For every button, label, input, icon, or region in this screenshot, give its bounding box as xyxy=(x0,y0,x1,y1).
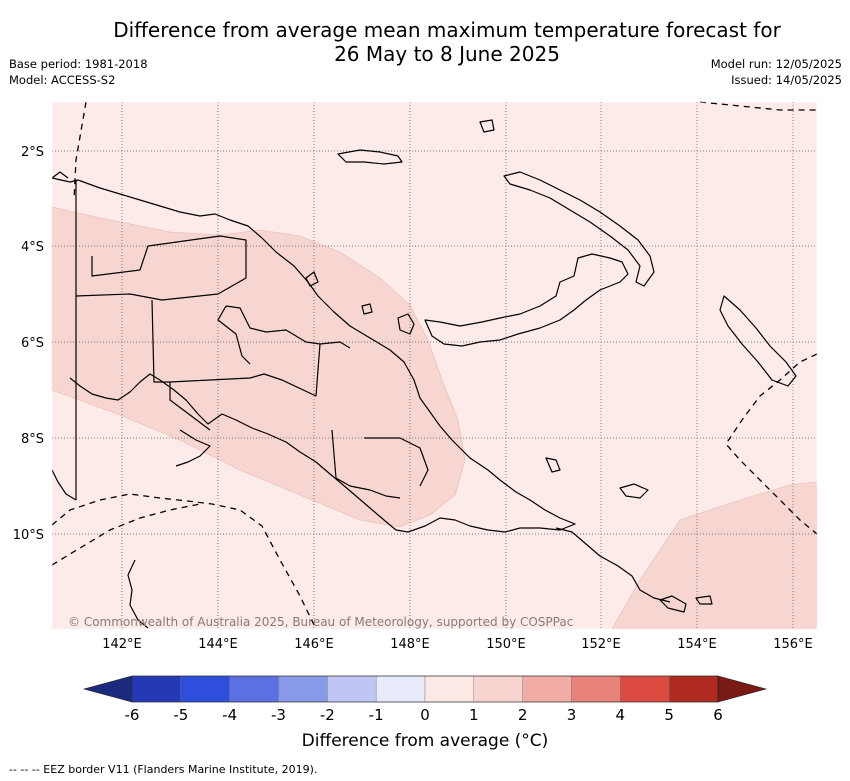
title-line-2: 26 May to 8 June 2025 xyxy=(334,42,560,66)
colorbar-segment xyxy=(375,675,426,703)
lon-tick-label: 156°E xyxy=(773,637,813,652)
eez-legend-note: -- -- -- EEZ border V11 (Flanders Marine… xyxy=(9,763,318,776)
coastlines xyxy=(51,119,797,629)
lon-tick-label: 154°E xyxy=(677,637,717,652)
colorbar-segment xyxy=(278,675,328,703)
colorbar-outline xyxy=(131,675,719,703)
map-gridlines xyxy=(52,102,817,629)
lon-tick-label: 146°E xyxy=(294,637,334,652)
lon-tick-label: 150°E xyxy=(486,637,526,652)
lon-tick-label: 144°E xyxy=(198,637,238,652)
issued-date: Issued: 14/05/2025 xyxy=(731,73,842,87)
colorbar-tick-label: 3 xyxy=(567,706,577,724)
map-title: Difference from average mean maximum tem… xyxy=(0,18,850,66)
lon-tick-label: 142°E xyxy=(102,637,142,652)
warm-anomaly-region-mainland xyxy=(51,206,466,528)
colorbar-tick-label: 4 xyxy=(616,706,626,724)
lat-tick-label: 2°S xyxy=(21,145,44,160)
colorbar-tick-label: -2 xyxy=(320,706,335,724)
lat-tick-labels: 2°S 4°S 6°S 8°S 10°S xyxy=(13,145,44,543)
colorbar-tick-label: -4 xyxy=(222,706,237,724)
copyright-text: © Commonwealth of Australia 2025, Bureau… xyxy=(68,615,573,629)
colorbar-tick-label: 5 xyxy=(664,706,674,724)
meta-left: Base period: 1981-2018 Model: ACCESS-S2 xyxy=(9,56,148,88)
colorbar-label: Difference from average (°C) xyxy=(301,731,549,751)
colorbar-tick-label: 6 xyxy=(713,706,723,724)
colorbar-segment xyxy=(424,675,475,703)
colorbar-segment xyxy=(327,675,377,703)
map-frame xyxy=(51,101,818,630)
colorbar-tick-label: -1 xyxy=(369,706,384,724)
colorbar-segment xyxy=(571,675,621,703)
colorbar-segment xyxy=(620,675,670,703)
colorbar-tick-label: 0 xyxy=(420,706,430,724)
colorbar-segment xyxy=(668,675,719,703)
colorbar-tick-label: -5 xyxy=(173,706,188,724)
title-line-1: Difference from average mean maximum tem… xyxy=(113,18,781,42)
colorbar-tick-label: -3 xyxy=(271,706,286,724)
lat-tick-label: 4°S xyxy=(21,240,44,255)
colorbar-tick-label: 2 xyxy=(518,706,528,724)
colorbar-extend-low xyxy=(82,675,133,703)
colorbar-segment xyxy=(180,675,230,703)
meta-right: Model run: 12/05/2025 Issued: 14/05/2025 xyxy=(711,56,842,88)
colorbar-extend-high xyxy=(717,675,768,703)
lat-tick-label: 10°S xyxy=(13,528,44,543)
model-run: Model run: 12/05/2025 xyxy=(710,57,842,71)
lon-tick-label: 148°E xyxy=(390,637,430,652)
eez-borders xyxy=(51,101,818,630)
base-period: Base period: 1981-2018 xyxy=(9,57,148,71)
colorbar-tick-label: 1 xyxy=(469,706,479,724)
colorbar-tick-label: -6 xyxy=(125,706,140,724)
colorbar-segment xyxy=(131,675,182,703)
lon-tick-labels: 142°E 144°E 146°E 148°E 150°E 152°E 154°… xyxy=(102,637,813,652)
colorbar-segment xyxy=(473,675,523,703)
colorbar-segment xyxy=(229,675,279,703)
lat-tick-label: 6°S xyxy=(21,336,44,351)
model-name: Model: ACCESS-S2 xyxy=(9,73,116,87)
colorbar-segment xyxy=(522,675,572,703)
lat-tick-label: 8°S xyxy=(21,432,44,447)
lon-tick-label: 152°E xyxy=(581,637,621,652)
colorbar: -6 -5 -4 -3 -2 -1 0 1 2 3 4 5 6 xyxy=(82,675,768,724)
